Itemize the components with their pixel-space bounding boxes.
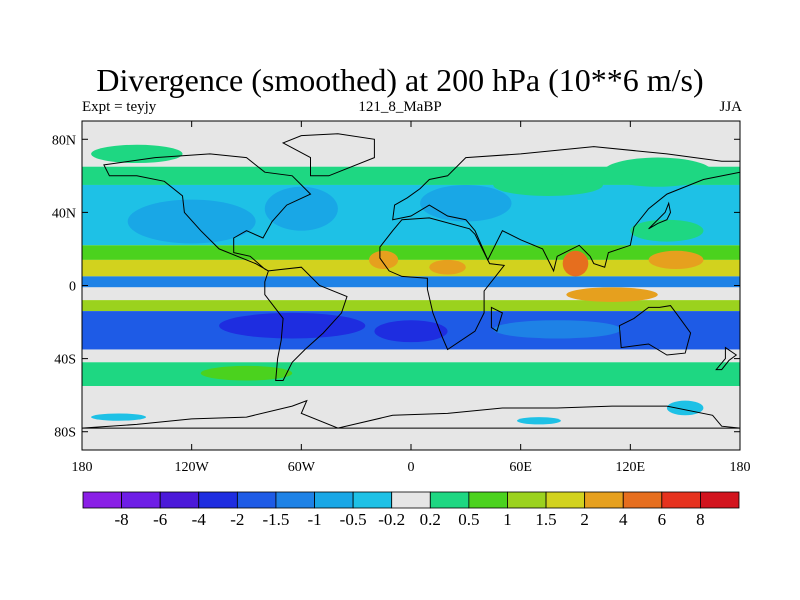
divergence-band-0	[82, 121, 740, 167]
y-tick-label: 0	[69, 280, 76, 295]
divergence-cell-16	[666, 400, 704, 416]
y-tick-label: 40S	[54, 353, 76, 368]
japan-outline	[648, 201, 672, 230]
north-america-outline	[103, 153, 312, 272]
divergence-cell-12	[219, 312, 366, 339]
divergence-cell-14	[493, 320, 622, 339]
south-america-outline	[264, 266, 348, 381]
australia-outline	[618, 305, 692, 356]
divergence-cell-11	[566, 287, 658, 302]
x-tick-label: 60E	[509, 460, 532, 475]
divergence-cell-2	[493, 174, 603, 196]
y-tick-label: 80S	[54, 426, 76, 441]
divergence-band-5	[82, 276, 740, 288]
colorbar-swatch	[661, 491, 701, 509]
africa-outline	[379, 217, 506, 351]
divergence-cell-6	[630, 219, 704, 242]
colorbar-label: 1	[503, 510, 512, 529]
divergence-band-7	[82, 300, 740, 312]
colorbar-swatch	[275, 491, 315, 509]
madagascar-outline	[490, 306, 503, 332]
season-label: JJA	[719, 99, 742, 115]
new-zealand-outline	[715, 346, 738, 371]
colorbar-swatch	[622, 491, 663, 509]
x-tick-label: 180	[730, 460, 751, 475]
colorbar-swatch	[236, 491, 277, 509]
colorbar-swatch	[468, 491, 508, 509]
colorbar-swatch	[391, 491, 431, 509]
divergence-cell-8	[562, 250, 589, 277]
experiment-label: Expt = teyjy	[82, 99, 157, 115]
colorbar-swatch	[314, 491, 354, 509]
colorbar-swatch	[545, 491, 586, 509]
x-tick-label: 120W	[175, 460, 210, 475]
colorbar-swatch	[82, 491, 122, 509]
divergence-cell-17	[517, 417, 561, 425]
colorbar-label: -8	[115, 510, 129, 529]
colorbar-label: -0.5	[340, 510, 367, 529]
divergence-field	[82, 121, 740, 450]
divergence-band-3	[82, 245, 740, 260]
colorbar-label: 0.2	[420, 510, 441, 529]
divergence-band-4	[82, 259, 740, 277]
dataset-label: 121_8_MaBP	[358, 99, 442, 115]
colorbar-label: 8	[696, 510, 705, 529]
divergence-cell-18	[200, 365, 293, 381]
antarctica-outline	[82, 399, 740, 429]
divergence-cell-13	[374, 320, 448, 343]
colorbar-label: -1	[307, 510, 321, 529]
x-tick-label: 60W	[288, 460, 316, 475]
plot-title: Divergence (smoothed) at 200 hPa (10**6 …	[96, 62, 704, 98]
x-tick-label: 0	[408, 460, 415, 475]
divergence-cell-5	[420, 184, 512, 222]
colorbar-swatch	[584, 491, 624, 509]
colorbar-swatch	[198, 491, 238, 509]
divergence-band-10	[82, 362, 740, 387]
divergence-cell-3	[127, 199, 256, 244]
divergence-cell-15	[91, 413, 146, 421]
x-tick-label: 120E	[616, 460, 646, 475]
colorbar-swatch	[159, 491, 200, 509]
colorbar-label: 6	[658, 510, 667, 529]
divergence-band-11	[82, 386, 740, 450]
colorbar-label: 4	[619, 510, 628, 529]
greenland-outline	[281, 133, 375, 177]
colorbar-label: 1.5	[535, 510, 556, 529]
colorbar-label: 2	[580, 510, 589, 529]
colorbar-label: -6	[153, 510, 167, 529]
colorbar-label: -0.2	[378, 510, 405, 529]
divergence-cell-0	[91, 144, 183, 164]
colorbar-swatch	[700, 491, 740, 509]
eurasia-outline	[392, 146, 740, 273]
colorbar-label: -2	[230, 510, 244, 529]
divergence-cell-10	[429, 259, 466, 275]
colorbar-swatch	[121, 491, 161, 509]
divergence-cell-1	[602, 157, 713, 187]
colorbar-label: -4	[192, 510, 207, 529]
divergence-cell-4	[264, 186, 338, 231]
colorbar-label: -1.5	[262, 510, 289, 529]
continent-outlines	[82, 133, 740, 429]
colorbar-swatch	[352, 491, 393, 509]
x-tick-label: 180	[72, 460, 93, 475]
y-tick-label: 80N	[52, 133, 76, 148]
y-tick-label: 40N	[52, 206, 76, 221]
divergence-band-9	[82, 349, 740, 363]
colorbar: -8 -6 -4 -2 -1.5 -1 -0.5 -0.2 0.2 0.5 1 1.5 2 4 6 8	[82, 491, 740, 529]
map-axes: 180 120W 60W 0 60E 120E 180 80N 40N 0 40S 80S	[52, 121, 751, 475]
colorbar-swatch	[507, 491, 547, 509]
divergence-cell-7	[368, 250, 399, 270]
divergence-cell-9	[648, 250, 704, 270]
colorbar-swatch	[429, 491, 470, 509]
colorbar-label: 0.5	[458, 510, 479, 529]
